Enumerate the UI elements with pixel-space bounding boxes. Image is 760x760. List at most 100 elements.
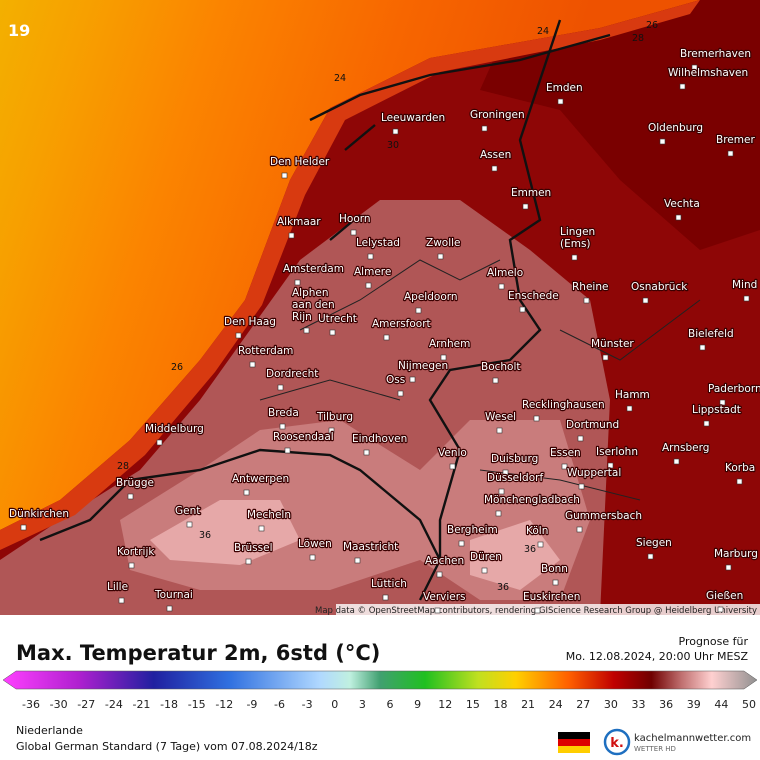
- city-marker: [436, 571, 443, 578]
- city-marker: [288, 232, 295, 239]
- city-label: Arnsberg: [662, 442, 709, 454]
- city-marker: [350, 229, 357, 236]
- city-label: Wilhelmshaven: [668, 67, 748, 79]
- city-label: Korba: [725, 462, 755, 474]
- scale-label: 39: [687, 698, 701, 711]
- scale-label: -15: [188, 698, 206, 711]
- city-marker: [743, 295, 750, 302]
- city-marker: [673, 458, 680, 465]
- city-marker: [166, 605, 173, 612]
- city-marker: [534, 607, 541, 614]
- city-marker: [284, 447, 291, 454]
- city-marker: [235, 332, 242, 339]
- city-marker: [717, 606, 724, 613]
- city-marker: [329, 329, 336, 336]
- city-marker: [578, 483, 585, 490]
- sea: [0, 0, 700, 530]
- city-marker: [583, 297, 590, 304]
- site: kachelmannwetter.com: [634, 733, 751, 744]
- scale-label: -6: [274, 698, 285, 711]
- scale-label: -12: [215, 698, 233, 711]
- city-marker: [557, 98, 564, 105]
- city-label: Enschede: [508, 290, 559, 302]
- city-marker: [127, 493, 134, 500]
- city-marker: [498, 283, 505, 290]
- title: Max. Temperatur 2m, 6std (°C): [16, 641, 380, 665]
- city-label: Siegen: [636, 537, 672, 549]
- city-marker: [458, 540, 465, 547]
- city-label: Vechta: [664, 198, 700, 210]
- city-label: Breda: [268, 407, 299, 419]
- city-label: Alphen: [292, 287, 329, 299]
- city-marker: [496, 427, 503, 434]
- city-label: Rheine: [572, 281, 608, 293]
- city-marker: [736, 478, 743, 485]
- city-label: Löwen: [298, 538, 332, 550]
- scale-label: -18: [160, 698, 178, 711]
- isoline-label: 26: [171, 362, 183, 373]
- scale-label: 0: [331, 698, 338, 711]
- isoline-label: 24: [334, 73, 346, 84]
- city-label: Hamm: [615, 389, 650, 401]
- city-label: Münster: [591, 338, 634, 350]
- city-marker: [502, 469, 509, 476]
- city-marker: [533, 415, 540, 422]
- isoline-label: 24: [537, 26, 549, 37]
- scale-label: -3: [302, 698, 313, 711]
- isoline-label: 36: [524, 544, 536, 555]
- city-marker: [602, 354, 609, 361]
- city-label: Lingen: [560, 226, 595, 238]
- city-marker: [397, 390, 404, 397]
- city-marker: [409, 376, 416, 383]
- city-label: Leeuwarden: [381, 112, 445, 124]
- city-marker: [382, 594, 389, 601]
- city-label: Venlo: [438, 447, 467, 459]
- city-marker: [415, 307, 422, 314]
- city-marker: [691, 64, 698, 71]
- city-marker: [365, 282, 372, 289]
- city-marker: [519, 306, 526, 313]
- city-label: Roosendaal: [273, 431, 334, 443]
- city-label: Osnabrück: [631, 281, 688, 293]
- city-label: Lüttich: [371, 578, 407, 590]
- city-marker: [498, 488, 505, 495]
- city-label: Alkmaar: [277, 216, 321, 228]
- city-label: Bremerhaven: [680, 48, 751, 60]
- city-marker: [481, 125, 488, 132]
- city-label: Assen: [480, 149, 511, 161]
- city-marker: [437, 253, 444, 260]
- city-marker: [576, 526, 583, 533]
- city-label: Wuppertal: [567, 467, 621, 479]
- city-marker: [245, 558, 252, 565]
- forecast-label: Prognose für: [679, 635, 749, 648]
- city-label: Zwolle: [426, 237, 461, 249]
- city-marker: [481, 567, 488, 574]
- city-label: Almelo: [487, 267, 523, 279]
- scale-label: 36: [659, 698, 673, 711]
- logo: [603, 728, 631, 756]
- city-marker: [156, 439, 163, 446]
- attribution-bg: [336, 604, 760, 615]
- scale-label: 27: [576, 698, 590, 711]
- city-marker: [328, 427, 335, 434]
- city-label: Almere: [354, 266, 391, 278]
- city-marker: [440, 354, 447, 361]
- city-label: Köln: [526, 525, 548, 537]
- city-label: Dortmund: [566, 419, 619, 431]
- city-marker: [725, 564, 732, 571]
- city-marker: [277, 384, 284, 391]
- city-label: Verviers: [423, 591, 466, 603]
- scale-label: 21: [521, 698, 535, 711]
- isoline-label: 28: [632, 33, 644, 44]
- city-marker: [243, 489, 250, 496]
- city-marker: [607, 462, 614, 469]
- city-marker: [118, 597, 125, 604]
- city-label: Bocholt: [481, 361, 521, 373]
- city-label: (Ems): [560, 238, 591, 250]
- isoline-label: 28: [117, 461, 129, 472]
- city-marker: [561, 463, 568, 470]
- city-label: Mind: [732, 279, 757, 291]
- city-label: Bergheim: [447, 524, 498, 536]
- city-marker: [186, 521, 193, 528]
